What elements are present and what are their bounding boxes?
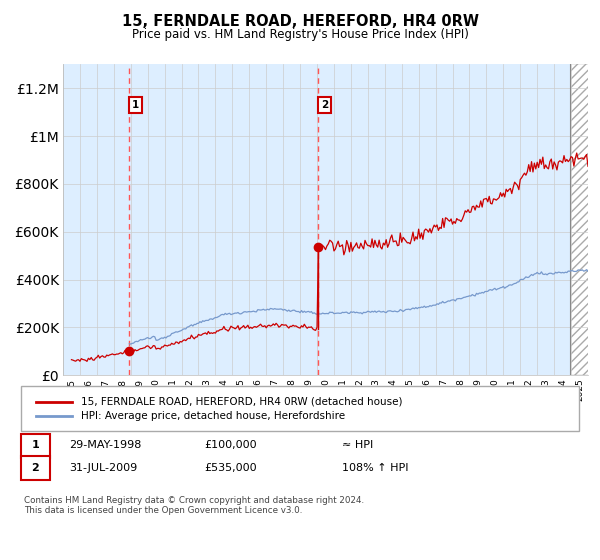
Text: 108% ↑ HPI: 108% ↑ HPI <box>342 463 409 473</box>
Bar <box>63 64 570 375</box>
Text: 29-MAY-1998: 29-MAY-1998 <box>69 440 142 450</box>
Text: 1: 1 <box>32 440 39 450</box>
Text: Price paid vs. HM Land Registry's House Price Index (HPI): Price paid vs. HM Land Registry's House … <box>131 28 469 41</box>
Text: ≈ HPI: ≈ HPI <box>342 440 373 450</box>
Text: 2: 2 <box>32 463 39 473</box>
Text: 15, FERNDALE ROAD, HEREFORD, HR4 0RW: 15, FERNDALE ROAD, HEREFORD, HR4 0RW <box>121 14 479 29</box>
Text: 31-JUL-2009: 31-JUL-2009 <box>69 463 137 473</box>
Text: 1: 1 <box>132 100 139 110</box>
Text: HPI: Average price, detached house, Herefordshire: HPI: Average price, detached house, Here… <box>81 411 345 421</box>
Text: 15, FERNDALE ROAD, HEREFORD, HR4 0RW (detached house): 15, FERNDALE ROAD, HEREFORD, HR4 0RW (de… <box>81 396 403 407</box>
Text: Contains HM Land Registry data © Crown copyright and database right 2024.
This d: Contains HM Land Registry data © Crown c… <box>24 496 364 515</box>
Text: 2: 2 <box>321 100 328 110</box>
Text: £535,000: £535,000 <box>204 463 257 473</box>
Bar <box>570 64 600 375</box>
Text: £100,000: £100,000 <box>204 440 257 450</box>
